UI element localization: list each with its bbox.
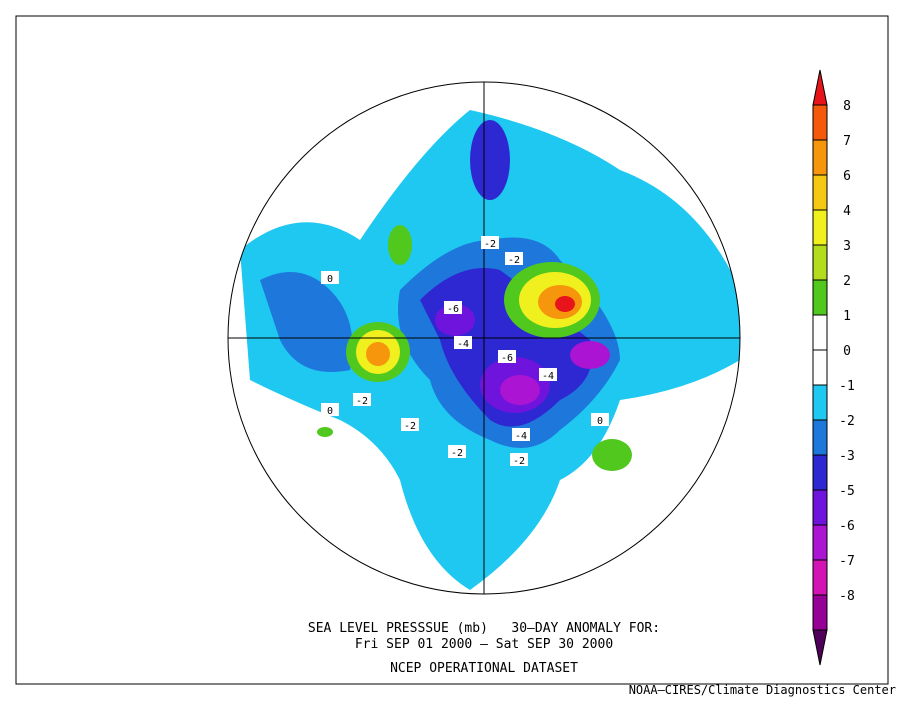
colorbar-label: -3	[839, 449, 855, 464]
label-box	[321, 403, 339, 416]
contour-label: -6	[447, 304, 459, 315]
colorbar-label: -8	[839, 589, 855, 604]
contour-label: -2	[356, 396, 368, 407]
colorbar-swatch	[812, 489, 828, 526]
colorbar-swatch	[812, 314, 828, 351]
label-box	[498, 350, 516, 363]
contour-label: -4	[542, 371, 554, 382]
contour-label: -2	[513, 456, 525, 467]
colorbar-swatch	[812, 594, 828, 631]
colorbar-swatch	[812, 349, 828, 386]
colorbar-swatch	[812, 419, 828, 456]
colorbar-cap	[812, 629, 828, 666]
colorbar-swatch	[812, 559, 828, 596]
colorbar-label: 4	[843, 204, 851, 219]
colorbar-label: 3	[843, 239, 851, 254]
contour-label: -2	[451, 448, 463, 459]
contour-label: -4	[457, 339, 469, 350]
colorbar-label: -2	[839, 414, 855, 429]
colorbar-label: 8	[843, 99, 851, 114]
colorbar-swatch	[812, 279, 828, 316]
colorbar-swatch	[812, 384, 828, 421]
label-box	[444, 301, 462, 314]
title-line: NCEP OPERATIONAL DATASET	[390, 661, 578, 676]
colorbar-label: -5	[839, 484, 855, 499]
colorbar-swatch	[812, 209, 828, 246]
colorbar-swatch	[812, 139, 828, 176]
label-box	[505, 252, 523, 265]
colorbar-label: -6	[839, 519, 855, 534]
label-box	[510, 453, 528, 466]
credit: NOAA–CIRES/Climate Diagnostics Center	[629, 683, 896, 697]
colorbar-label: 2	[843, 274, 851, 289]
colorbar: 8 7 6 4 3 2 1 0 -1 -2 -3 -5 -6 -7 -8	[812, 69, 855, 666]
contour-label: 0	[597, 416, 603, 427]
contour-label: 0	[327, 406, 333, 417]
label-box	[454, 336, 472, 349]
label-box	[512, 428, 530, 441]
colorbar-label: 0	[843, 344, 851, 359]
contour-label: -2	[484, 239, 496, 250]
colorbar-swatch	[812, 104, 828, 141]
contour-label: -2	[508, 255, 520, 266]
colorbar-label: 7	[843, 134, 851, 149]
contour-label: -2	[404, 421, 416, 432]
title-line: SEA LEVEL PRESSSUE (mb) 30–DAY ANOMALY F…	[308, 621, 660, 636]
colorbar-swatch	[812, 524, 828, 561]
colorbar-label: -1	[839, 379, 855, 394]
colorbar-label: 1	[843, 309, 851, 324]
colorbar-swatch	[812, 454, 828, 491]
colorbar-label: -7	[839, 554, 855, 569]
label-box	[591, 413, 609, 426]
contour-label: -4	[515, 431, 527, 442]
colorbar-label: 6	[843, 169, 851, 184]
label-box	[539, 368, 557, 381]
colorbar-swatch	[812, 244, 828, 281]
label-box	[448, 445, 466, 458]
contour-label: 0	[327, 274, 333, 285]
label-box	[353, 393, 371, 406]
contour-label: -6	[501, 353, 513, 364]
title-line: Fri SEP 01 2000 – Sat SEP 30 2000	[355, 637, 613, 652]
label-box	[401, 418, 419, 431]
colorbar-swatch	[812, 174, 828, 211]
label-box	[321, 271, 339, 284]
label-box	[481, 236, 499, 249]
